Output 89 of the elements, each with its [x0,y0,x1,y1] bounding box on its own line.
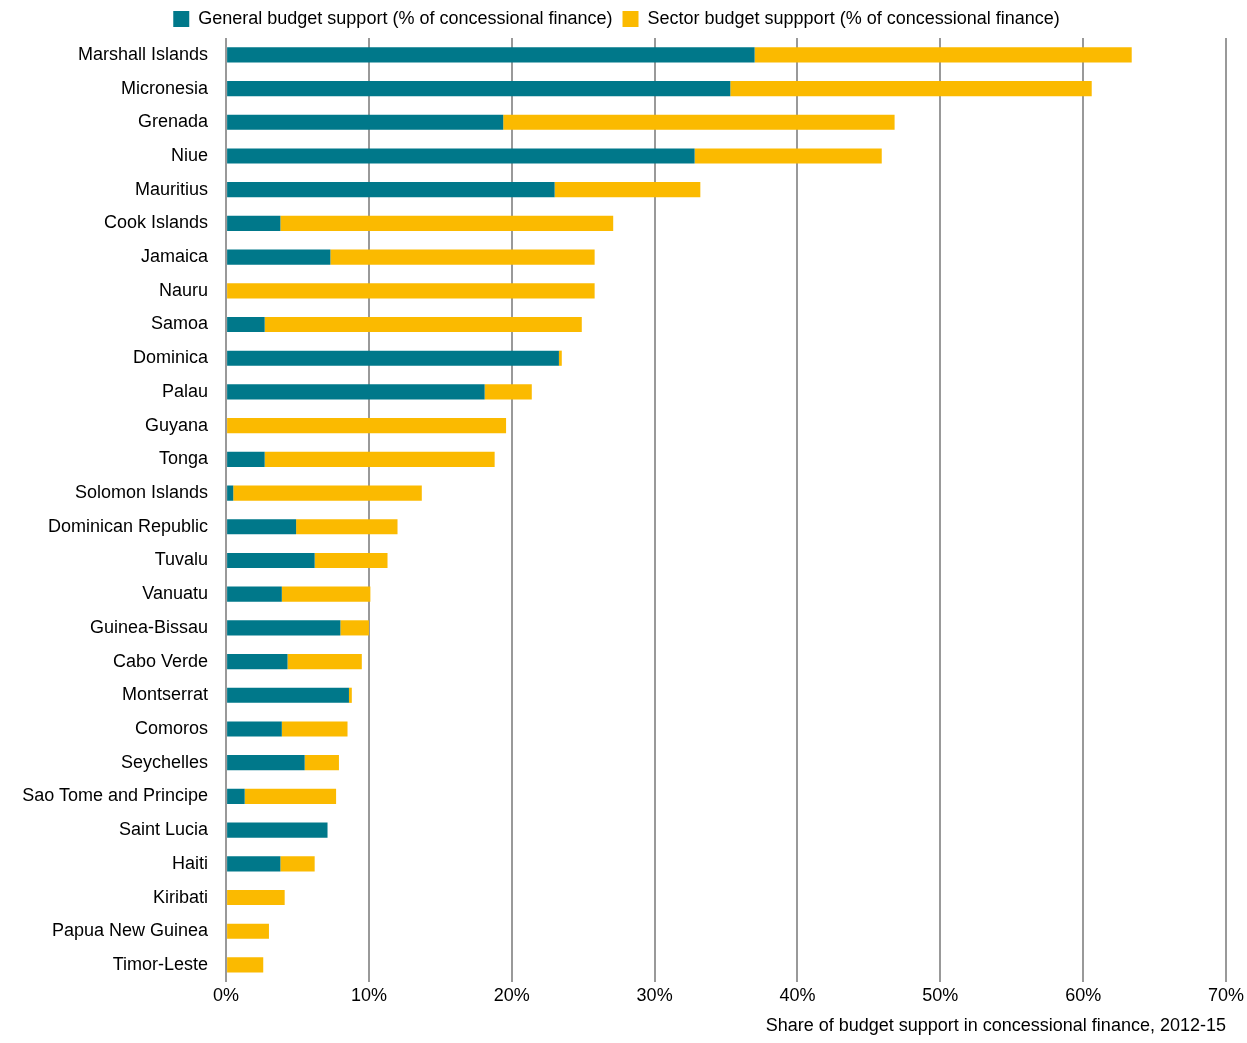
bar [227,148,695,164]
bar [227,485,234,501]
legend-label: General budget support (% of concessional finance) [198,7,613,28]
bar [330,249,595,265]
bar [281,586,371,602]
bar [730,80,1092,97]
y-tick-label: Tonga [159,448,210,469]
y-tick-label: Micronesia [121,77,210,98]
y-tick-label: Palau [162,380,209,401]
bar [227,47,755,63]
bar [558,350,562,366]
y-tick-label: Tuvalu [154,549,209,570]
x-axis-title: Share of budget support in concessional finance, 2012-15 [765,1015,1226,1036]
bar [227,114,504,130]
y-tick-label: Mauritius [135,178,209,199]
bar [754,47,1132,63]
bar [227,755,305,771]
bar [314,552,388,569]
x-tick-label: 30% [636,984,673,1005]
y-tick-label: Niue [171,144,209,165]
y-tick-label: Cabo Verde [113,650,209,671]
bar [227,856,281,872]
y-tick-label: Vanuatu [142,583,209,604]
y-tick-label: Montserrat [122,684,209,705]
bar [340,620,369,636]
y-tick-label: Guinea-Bissau [90,616,209,637]
y-tick-label: Samoa [151,313,210,334]
y-tick-label: Saint Lucia [119,819,210,840]
x-tick-label: 70% [1207,984,1244,1005]
bar [227,316,265,333]
bar [264,451,495,467]
bar [503,114,895,130]
y-tick-label: Grenada [138,111,210,132]
x-tick-label: 10% [350,984,387,1005]
y-tick-label: Marshall Islands [78,43,209,64]
bar [227,519,297,535]
x-tick-label: 50% [922,984,959,1005]
legend-label: Sector budget suppport (% of concessional finance) [647,7,1060,28]
bar [227,889,285,906]
bar [227,721,282,737]
y-tick-label: Nauru [159,279,209,300]
bar [348,687,352,703]
bar [484,384,532,400]
x-tick-label: 60% [1065,984,1102,1005]
x-tick-label: 40% [779,984,816,1005]
bar [227,957,264,973]
bar [281,721,348,737]
bar [227,182,555,198]
bar [227,80,731,97]
bar [554,182,701,198]
bar [227,788,245,804]
y-tick-label: Jamaica [141,246,210,267]
y-tick-label: Haiti [172,852,209,873]
bar [264,316,582,333]
bar [287,654,362,670]
bar [227,586,282,602]
bar [227,215,281,231]
y-tick-label: Dominica [133,347,210,368]
y-tick-label: Solomon Islands [75,482,209,503]
bar [227,249,331,265]
bar [227,654,288,670]
bar [280,856,315,872]
bar [227,687,349,703]
bar [227,552,315,569]
bar [694,148,882,164]
bar [227,822,328,838]
y-tick-label: Comoros [135,717,209,738]
bar [244,788,337,804]
y-tick-label: Kiribati [153,886,209,907]
y-tick-label: Seychelles [121,751,209,772]
bar [304,755,339,771]
y-tick-label: Sao Tome and Principe [22,785,209,806]
bar [227,418,507,434]
y-tick-label: Timor-Leste [112,953,209,974]
bar [280,215,614,231]
bar [227,283,595,299]
x-tick-label: 0% [213,984,240,1005]
bar [227,923,269,939]
y-tick-label: Dominican Republic [48,515,209,536]
y-tick-label: Cook Islands [104,212,209,233]
y-tick-label: Papua New Guinea [52,920,210,941]
x-tick-label: 20% [493,984,530,1005]
bar [296,519,398,535]
bar [227,620,341,636]
bar [227,350,559,366]
bar [227,384,485,400]
bar [233,485,422,501]
bar [227,451,265,467]
y-tick-label: Guyana [145,414,210,435]
